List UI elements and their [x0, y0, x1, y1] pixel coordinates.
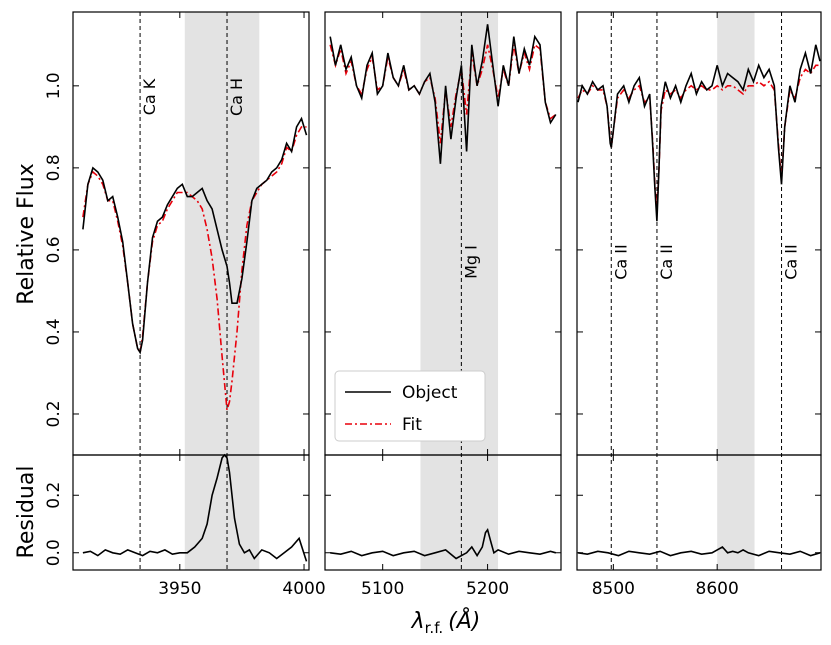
object-series-line [329, 24, 557, 164]
panel-plot-area [82, 116, 308, 562]
line-marker-label: Ca K [140, 78, 159, 115]
line-marker-label: Ca II [611, 244, 630, 280]
x-tick-label: 5200 [466, 579, 509, 599]
residual-panel-frame [324, 454, 562, 571]
x-tick-label: 8500 [592, 579, 635, 599]
fit-series-line [82, 126, 307, 411]
x-axis-title: λr.f. (Å) [411, 607, 481, 637]
residual-series-line [330, 528, 557, 560]
x-axis-title-lambda: λ [411, 609, 425, 634]
x-tick-label: 3950 [158, 579, 201, 599]
shaded-region [717, 12, 755, 570]
panel-plot-area [577, 44, 821, 557]
x-tick-label: 4000 [282, 579, 325, 599]
panel-3: Ca II Ca II Ca II 8500 8600 [576, 11, 822, 599]
line-marker-label: Ca H [227, 78, 246, 116]
x-axis-title-subscript: r.f. [425, 619, 444, 637]
x-tick-label: 5100 [361, 579, 404, 599]
y-tick-label-flux: 0.2 [44, 400, 64, 427]
residual-series-line [82, 453, 308, 562]
residual-series-line [577, 545, 821, 557]
line-marker-label: Mg I [461, 245, 480, 279]
y-tick-label-flux: 1.0 [44, 72, 64, 99]
y-tick-label-flux: 0.6 [44, 236, 64, 263]
panel-1: Ca K Ca H 3950 4000 [72, 11, 326, 599]
object-series-line [577, 44, 821, 222]
shaded-region [184, 12, 260, 570]
panel-2: Mg I 5100 5200 [324, 11, 562, 599]
legend-frame [334, 370, 486, 442]
residual-panel-frame [576, 454, 822, 571]
y-axis-title-residual: Residual [14, 466, 39, 559]
legend-object-label: Object [402, 383, 458, 403]
y-tick-label-flux: 0.8 [44, 154, 64, 181]
shaded-region [420, 12, 499, 570]
residual-panel-frame [72, 454, 310, 571]
flux-panel-frame [576, 11, 822, 456]
line-marker-label: Ca II [782, 244, 801, 280]
line-marker-label: Ca II [657, 244, 676, 280]
y-tick-label-flux: 0.4 [44, 318, 64, 345]
object-series-line [82, 116, 308, 355]
y-axis-title-flux: Relative Flux [14, 163, 39, 304]
legend: Object Fit [334, 370, 486, 442]
legend-fit-label: Fit [402, 415, 422, 435]
x-tick-label: 8600 [696, 579, 739, 599]
y-tick-label-residual: 0.0 [44, 539, 64, 566]
panel-plot-area [329, 24, 557, 560]
y-tick-label-residual: 0.2 [44, 482, 64, 509]
x-axis-title-unit: (Å) [448, 607, 480, 634]
